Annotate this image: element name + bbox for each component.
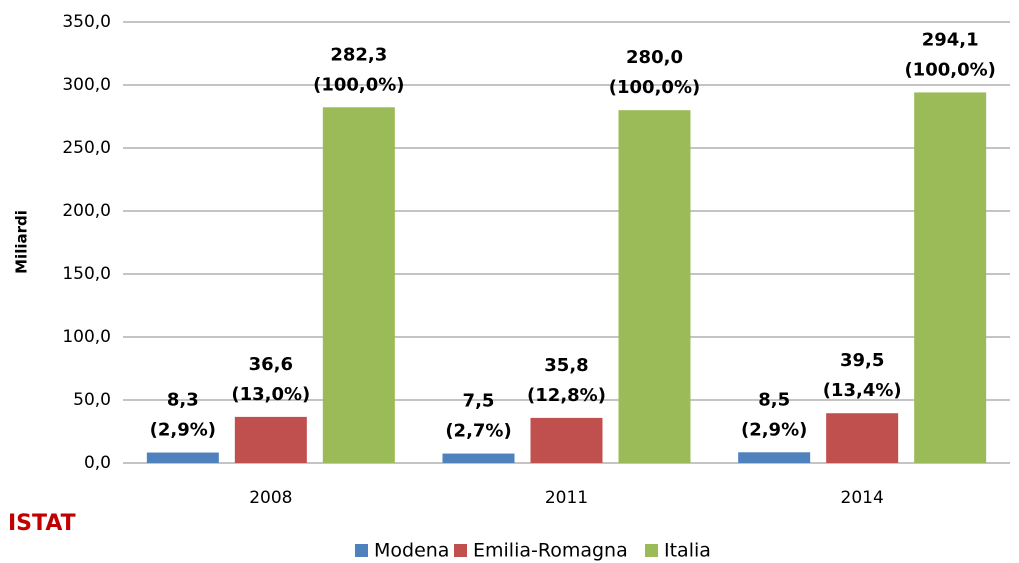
value-label: 35,8 (544, 355, 588, 376)
bar (618, 110, 691, 463)
share-label: (100,0%) (313, 74, 404, 95)
y-tick-label: 50,0 (73, 390, 111, 410)
share-label: (100,0%) (609, 77, 700, 98)
bar (914, 92, 987, 464)
bar (738, 452, 811, 463)
y-tick-label: 350,0 (62, 12, 111, 32)
share-label: (13,0%) (231, 384, 310, 405)
y-tick-label: 200,0 (62, 201, 111, 221)
y-tick-label: 100,0 (62, 327, 111, 347)
value-label: 294,1 (922, 29, 979, 50)
value-label: 280,0 (626, 47, 683, 68)
x-tick-label: 2011 (545, 488, 588, 508)
share-label: (100,0%) (904, 59, 995, 80)
share-label: (2,9%) (150, 420, 216, 441)
bar (442, 453, 515, 463)
bar (234, 416, 307, 463)
share-label: (13,4%) (823, 380, 902, 401)
x-tick-label: 2014 (841, 488, 884, 508)
source: ISTAT (8, 511, 76, 536)
bar (826, 413, 899, 463)
bar (322, 107, 395, 463)
value-label: 282,3 (330, 44, 387, 65)
legend-label: Italia (664, 540, 711, 562)
value-label: 39,5 (840, 350, 884, 371)
share-label: (12,8%) (527, 385, 606, 406)
legend-swatch (645, 544, 658, 557)
share-label: (2,7%) (445, 421, 511, 442)
x-tick-label: 2008 (249, 488, 292, 508)
legend-label: Emilia-Romagna (473, 540, 628, 562)
y-tick-label: 300,0 (62, 75, 111, 95)
legend-label: Modena (374, 540, 449, 562)
y-tick-label: 150,0 (62, 264, 111, 284)
y-tick-label: 0,0 (84, 453, 111, 473)
legend-swatch (355, 544, 368, 557)
value-label: 8,5 (758, 389, 790, 410)
bar (530, 417, 603, 463)
share-label: (2,9%) (741, 419, 807, 440)
value-label: 7,5 (463, 391, 495, 412)
legend-swatch (454, 544, 467, 557)
y-axis-label: Miliardi (13, 210, 31, 274)
value-label: 8,3 (167, 390, 199, 411)
y-tick-label: 250,0 (62, 138, 111, 158)
bar (146, 452, 219, 463)
value-label: 36,6 (249, 354, 293, 375)
